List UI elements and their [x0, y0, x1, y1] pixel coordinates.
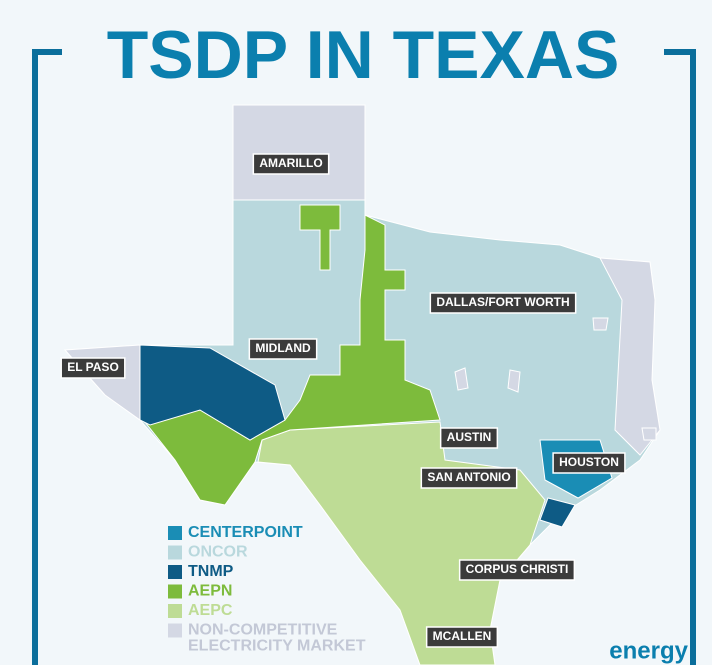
- region: [539, 497, 576, 528]
- city-label: CORPUS CHRISTI: [466, 562, 569, 576]
- title: TSDP IN TEXAS: [107, 17, 620, 93]
- legend-label: NON-COMPETITIVE: [188, 622, 338, 639]
- region: [641, 427, 657, 441]
- city-labels: AMARILLO DALLAS/FORT WORTH MIDLAND EL PASO A…: [60, 153, 626, 648]
- legend-swatch: [168, 565, 182, 579]
- region: [232, 104, 366, 201]
- city-label: DALLAS/FORT WORTH: [436, 295, 569, 309]
- region: [592, 317, 609, 331]
- legend: CENTERPOINT ONCOR TNMP AEPN AEPC NON-COMPETIT…: [168, 524, 366, 655]
- region: [599, 257, 661, 456]
- city-label-box: [458, 559, 576, 581]
- legend-label: ONCOR: [188, 544, 248, 561]
- city-label-box: [420, 467, 518, 489]
- legend-label: AEPN: [188, 583, 232, 600]
- legend-swatch: [168, 584, 182, 599]
- city-label: EL PASO: [67, 360, 119, 374]
- city-label: HOUSTON: [559, 455, 619, 469]
- legend-swatch: [168, 604, 182, 618]
- city-label: AUSTIN: [447, 430, 492, 444]
- legend-label: ELECTRICITY MARKET: [188, 638, 366, 655]
- city-label: SAN ANTONIO: [427, 470, 510, 484]
- city-label: AMARILLO: [259, 156, 322, 170]
- region: [144, 214, 441, 506]
- city-label-box: [439, 427, 499, 449]
- region: [299, 204, 341, 271]
- region: [507, 369, 521, 393]
- legend-label: TNMP: [188, 563, 234, 580]
- city-label: MIDLAND: [255, 341, 311, 355]
- city-label-box: [248, 338, 318, 360]
- city-label-box: [60, 357, 126, 379]
- legend-label: CENTERPOINT: [188, 524, 303, 541]
- region: [139, 344, 286, 441]
- city-label-box: [552, 452, 626, 474]
- city-label-box: [252, 153, 330, 175]
- city-label-box: [425, 626, 499, 648]
- city-label-box: [429, 292, 577, 314]
- city-label: MCALLEN: [433, 629, 492, 643]
- frame: [32, 49, 696, 665]
- legend-swatch: [168, 545, 182, 560]
- region: [454, 367, 469, 391]
- legend-label: AEPC: [188, 602, 233, 619]
- logo: energy: [609, 637, 688, 664]
- legend-swatch: [168, 526, 182, 540]
- legend-swatch: [168, 623, 182, 638]
